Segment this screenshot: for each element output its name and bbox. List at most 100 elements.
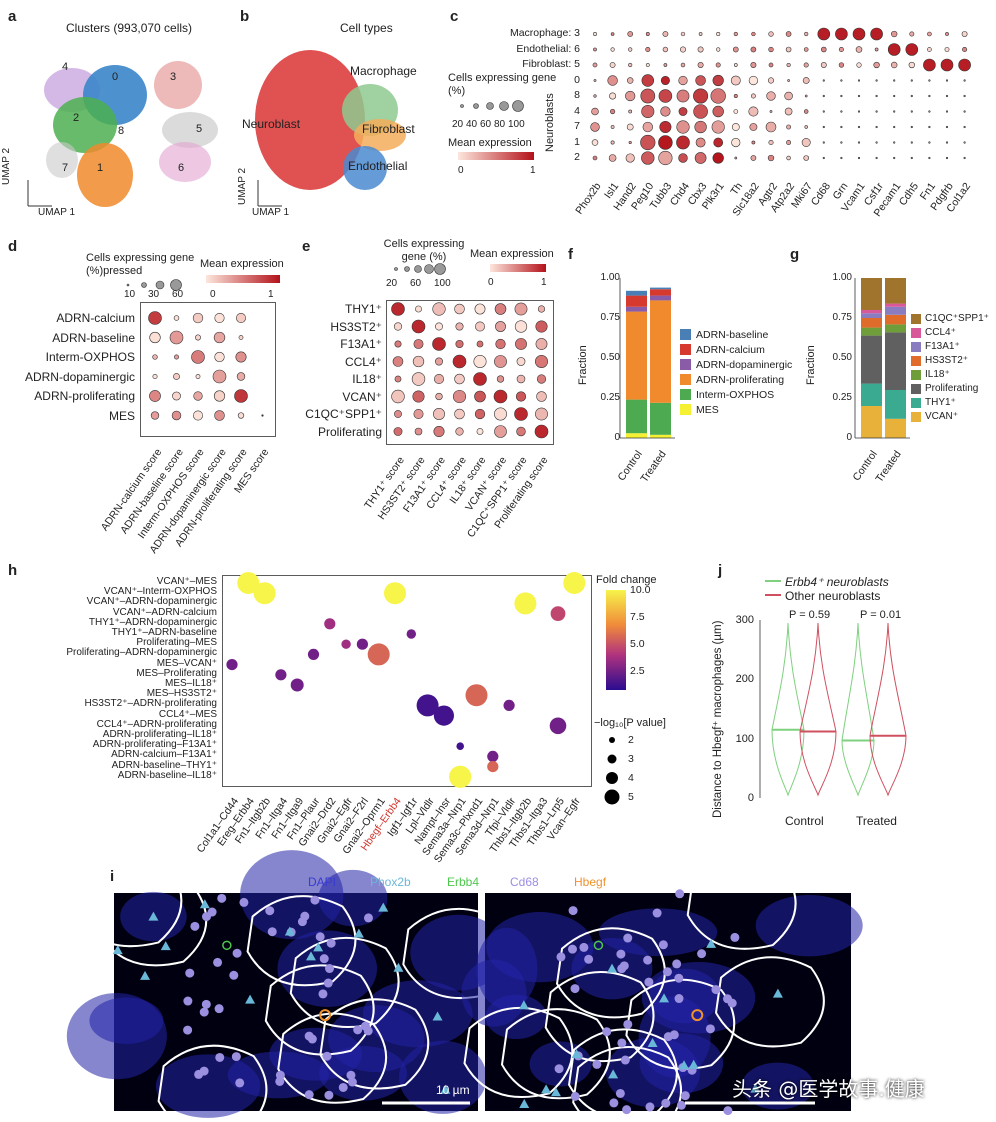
- dot: [905, 43, 919, 56]
- legend-swatch: [911, 398, 921, 408]
- celltype-endothelial: Endothelial: [348, 159, 408, 173]
- panel-g-legend-label: F13A1⁺: [925, 341, 960, 352]
- dot: [435, 322, 443, 331]
- phox2b-marker: [659, 993, 670, 1003]
- cd68-spot: [609, 1098, 619, 1108]
- panel-j-violin: [759, 620, 907, 798]
- panel-d-row-label: ADRN-dopaminergic: [24, 369, 135, 384]
- dot: [751, 31, 756, 37]
- dot: [535, 320, 548, 333]
- panel-c-row-label: Endothelial: 6: [516, 42, 580, 55]
- dot: [496, 375, 505, 383]
- dot: [676, 89, 690, 103]
- bar-segment: [650, 300, 671, 403]
- panel-h-row-label: VCAN⁺–ADRN-dopaminergic: [86, 596, 217, 608]
- bar-segment: [626, 295, 647, 307]
- dot: [768, 31, 774, 37]
- bar-segment: [626, 306, 647, 312]
- dot: [873, 61, 880, 69]
- cell-boundary: [277, 1012, 388, 1104]
- dot: [514, 302, 528, 316]
- dot: [713, 137, 724, 148]
- panel-d-row-label: ADRN-proliferating: [34, 389, 135, 403]
- panel-h-row-label: MES–VCAN⁺: [156, 657, 217, 669]
- cluster-label-1: 1: [97, 162, 104, 174]
- panel-h-row-label: MES–IL18⁺: [165, 678, 217, 689]
- dot: [786, 155, 791, 161]
- cd68-spot: [363, 913, 373, 923]
- panel-h-color-tick: 7.5: [630, 611, 645, 623]
- nucleus: [598, 908, 718, 957]
- panel-h-row-label: CCL4⁺–MES: [158, 708, 217, 720]
- dot: [455, 322, 464, 331]
- dot: [893, 156, 896, 160]
- dot: [821, 46, 827, 53]
- dot: [875, 125, 878, 129]
- dot: [261, 414, 264, 417]
- dot: [454, 303, 465, 315]
- dot: [213, 331, 226, 344]
- dot: [712, 74, 724, 87]
- dot: [712, 105, 724, 118]
- bar-segment: [650, 402, 671, 435]
- cd68-spot: [645, 1102, 655, 1112]
- dot: [659, 121, 672, 133]
- dot: [945, 156, 949, 160]
- dot: [875, 141, 878, 144]
- dot: [733, 31, 738, 37]
- dot: [411, 319, 426, 334]
- dot: [537, 305, 546, 313]
- panel-h-row-label: CCL4⁺–ADRN-proliferating: [96, 718, 217, 730]
- hbegf-marker: [691, 1009, 704, 1022]
- dot: [712, 152, 724, 164]
- panel-j-xtick: Treated: [856, 814, 897, 828]
- dot: [749, 123, 758, 131]
- dot: [766, 91, 776, 101]
- size-legend-dot: [424, 264, 434, 274]
- dot: [694, 120, 707, 134]
- dot: [514, 320, 528, 333]
- cd68-spot: [199, 1007, 209, 1017]
- nucleus: [318, 869, 388, 927]
- cd68-spot: [318, 989, 328, 999]
- panel-label-b: b: [240, 8, 250, 25]
- dot: [642, 121, 653, 133]
- dot: [693, 88, 709, 104]
- dot: [173, 315, 180, 321]
- cd68-spot: [215, 1052, 225, 1062]
- dot: [893, 141, 896, 144]
- dot: [840, 141, 843, 144]
- cd68-spot: [680, 1091, 690, 1101]
- dot: [550, 606, 566, 621]
- dot: [610, 32, 615, 36]
- dot: [193, 391, 203, 401]
- phox2b-marker: [284, 926, 295, 936]
- violin: [771, 622, 805, 797]
- size-legend-dot: [155, 280, 165, 290]
- panel-c-size-tick: 80: [494, 119, 506, 130]
- dot: [608, 154, 617, 162]
- dot: [435, 357, 443, 366]
- dot: [237, 572, 260, 594]
- dot: [676, 120, 690, 134]
- dot: [840, 156, 843, 160]
- dot: [840, 94, 843, 98]
- dot: [698, 32, 703, 36]
- panel-g-ylabel: Fraction: [805, 345, 817, 385]
- cd68-spot: [674, 973, 684, 983]
- phox2b-marker: [313, 942, 324, 952]
- cd68-spot: [265, 906, 275, 916]
- cd68-spot: [617, 1038, 627, 1048]
- dot: [733, 94, 738, 98]
- panel-e-row-label: VCAN⁺: [342, 389, 382, 404]
- dot: [857, 110, 861, 113]
- dot: [768, 62, 774, 68]
- cd68-spot: [201, 999, 211, 1009]
- dot: [195, 334, 201, 341]
- panel-f-ytick: 1.00: [600, 272, 620, 283]
- dot: [875, 94, 878, 98]
- dot: [640, 88, 656, 104]
- panel-c-row-label: 2: [574, 151, 580, 163]
- cell-boundary: [319, 998, 430, 1090]
- dot: [515, 338, 527, 350]
